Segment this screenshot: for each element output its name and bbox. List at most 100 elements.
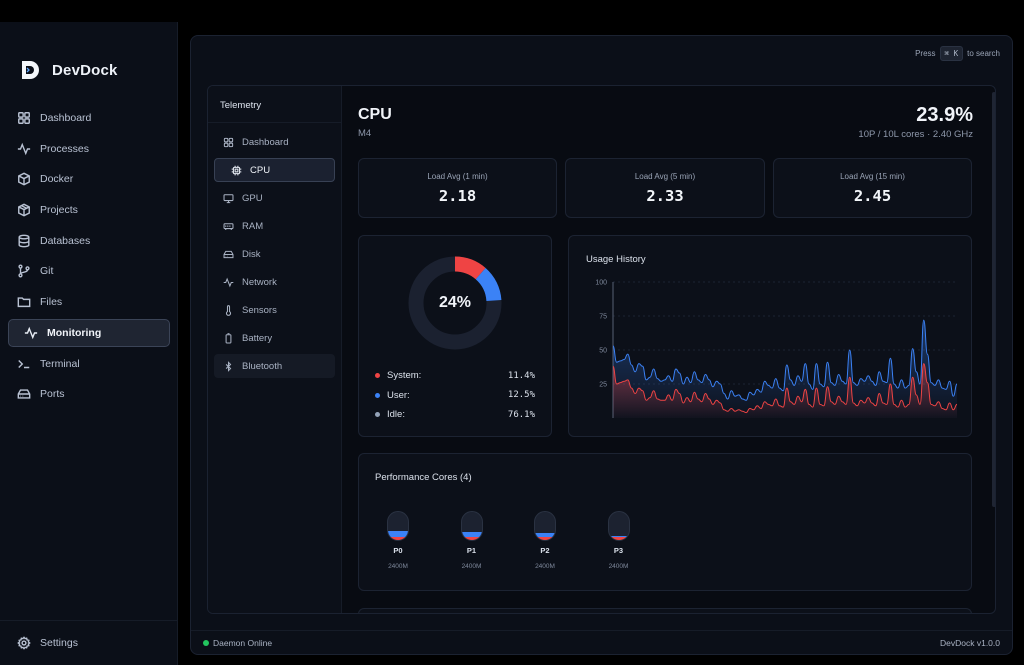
nav-label: Terminal xyxy=(40,357,80,370)
core-usage-bar xyxy=(534,511,556,541)
status-bar: Daemon Online DevDock v1.0.0 xyxy=(191,630,1012,654)
pulse-icon xyxy=(24,326,38,340)
usage-breakdown-card: 24% System: 11.4% User: 12.5% Idle: 76.1… xyxy=(358,235,552,437)
y-tick-label: 25 xyxy=(599,382,607,389)
nav-label: Files xyxy=(40,296,63,309)
nav-item-docker[interactable]: Docker xyxy=(8,165,170,193)
legend-name: User: xyxy=(387,389,410,401)
activity-icon xyxy=(17,142,31,155)
nav-label: Dashboard xyxy=(40,112,92,124)
telemetry-label: Battery xyxy=(242,332,273,344)
load-avg-value: 2.33 xyxy=(646,187,684,205)
folder-icon xyxy=(17,297,31,308)
telemetry-item-sensors[interactable]: Sensors xyxy=(214,298,335,322)
telemetry-item-cpu[interactable]: CPU xyxy=(214,158,335,182)
nav-label: Ports xyxy=(40,388,65,401)
nav-label: Processes xyxy=(40,142,90,155)
nav-item-dashboard[interactable]: Dashboard xyxy=(8,104,170,132)
cpu-cores-info: 10P / 10L cores · 2.40 GHz xyxy=(858,129,973,140)
telemetry-item-battery[interactable]: Battery xyxy=(214,326,335,350)
dashboard-icon xyxy=(18,112,30,124)
app-version: DevDock v1.0.0 xyxy=(940,637,1000,648)
usage-history-card: Usage History 100 75 50 25 xyxy=(568,235,972,437)
telemetry-item-network[interactable]: Network xyxy=(214,270,335,294)
cpu-icon xyxy=(231,165,242,175)
battery-icon xyxy=(225,332,232,343)
core-frequency: 2400M xyxy=(388,563,408,570)
telemetry-label: GPU xyxy=(242,192,263,204)
core-name: P2 xyxy=(540,546,550,555)
core-user-fill xyxy=(608,535,629,538)
nav-item-monitoring[interactable]: Monitoring xyxy=(8,318,170,347)
usage-donut-chart xyxy=(408,256,502,350)
telemetry-divider xyxy=(208,122,342,123)
legend-name: Idle: xyxy=(387,409,405,421)
search-hint-press: Press xyxy=(915,49,936,58)
telemetry-item-ram[interactable]: RAM xyxy=(214,214,335,238)
core-frequency: 2400M xyxy=(461,563,482,570)
core-system-fill xyxy=(535,536,555,540)
status-dot xyxy=(203,639,209,646)
y-tick-label: 100 xyxy=(595,280,607,287)
telemetry-item-bluetooth[interactable]: Bluetooth xyxy=(214,354,335,378)
settings-button[interactable]: Settings xyxy=(17,636,78,650)
nav-label: Monitoring xyxy=(47,326,102,339)
performance-cores-card: Performance Cores (4) P0 2400M P1 2400M P2 24… xyxy=(358,453,972,591)
hard-drive-icon xyxy=(223,250,234,258)
nav-item-processes[interactable]: Processes xyxy=(8,135,170,163)
legend-row-user: User: 12.5% xyxy=(375,386,535,406)
legend-dot xyxy=(375,373,380,379)
y-tick-label: 75 xyxy=(599,314,607,321)
nav-label: Projects xyxy=(40,204,78,217)
nav-item-terminal[interactable]: Terminal xyxy=(8,350,170,378)
series-line-1 xyxy=(612,363,958,414)
cpu-model: M4 xyxy=(358,128,372,139)
telemetry-item-gpu[interactable]: GPU xyxy=(214,186,335,210)
nav-label: Git xyxy=(40,265,54,278)
terminal-icon xyxy=(18,359,30,368)
cpu-title: CPU xyxy=(358,106,392,123)
telemetry-label: RAM xyxy=(242,220,264,232)
nav-item-git[interactable]: Git xyxy=(8,257,170,285)
bluetooth-icon xyxy=(225,360,232,372)
core-system-fill xyxy=(461,536,482,540)
box-icon xyxy=(18,172,30,186)
brand[interactable]: DevDock xyxy=(18,58,118,82)
content-scrollbar[interactable] xyxy=(992,92,995,507)
legend-row-idle: Idle: 76.1% xyxy=(375,405,535,425)
core-user-fill xyxy=(535,533,555,537)
telemetry-label: Bluetooth xyxy=(242,360,283,372)
load-avg-value: 2.45 xyxy=(853,187,892,205)
y-tick-label: 50 xyxy=(599,348,607,355)
search-kbd-cmd: ⌘ xyxy=(944,49,950,58)
series-area-0 xyxy=(613,320,957,418)
search-shortcut-hint[interactable]: Press ⌘ K to search xyxy=(915,46,1000,61)
usage-legend: System: 11.4% User: 12.5% Idle: 76.1% xyxy=(375,366,535,425)
telemetry-item-disk[interactable]: Disk xyxy=(214,242,335,266)
nav-label: Databases xyxy=(40,234,91,247)
telemetry-label: Network xyxy=(242,276,277,288)
monitor-icon xyxy=(223,193,234,203)
monitoring-panel: Telemetry Dashboard CPU GPU RAM Disk xyxy=(207,85,996,614)
core-frequency: 2400M xyxy=(535,563,555,570)
core-system-fill xyxy=(388,536,408,540)
legend-value: 76.1% xyxy=(507,409,535,420)
daemon-status-text: Daemon Online xyxy=(213,637,273,648)
core-name: P1 xyxy=(466,546,477,555)
core-p3: P3 2400M xyxy=(599,511,639,570)
nav-item-ports[interactable]: Ports xyxy=(8,380,170,408)
telemetry-title: Telemetry xyxy=(220,100,262,111)
search-kbd: ⌘ K xyxy=(939,46,964,61)
nav-item-files[interactable]: Files xyxy=(8,288,170,316)
thermometer-icon xyxy=(225,304,232,316)
main-nav: Dashboard Processes Docker Projects Data… xyxy=(8,104,170,411)
telemetry-item-dashboard[interactable]: Dashboard xyxy=(214,130,335,154)
core-usage-bar xyxy=(460,511,483,541)
legend-value: 12.5% xyxy=(507,390,535,401)
nav-item-databases[interactable]: Databases xyxy=(8,227,170,255)
nav-item-projects[interactable]: Projects xyxy=(8,196,170,224)
devdock-logo-icon xyxy=(22,61,39,79)
series-area-1 xyxy=(613,363,957,418)
settings-label: Settings xyxy=(40,637,78,649)
legend-name: System: xyxy=(387,370,422,382)
